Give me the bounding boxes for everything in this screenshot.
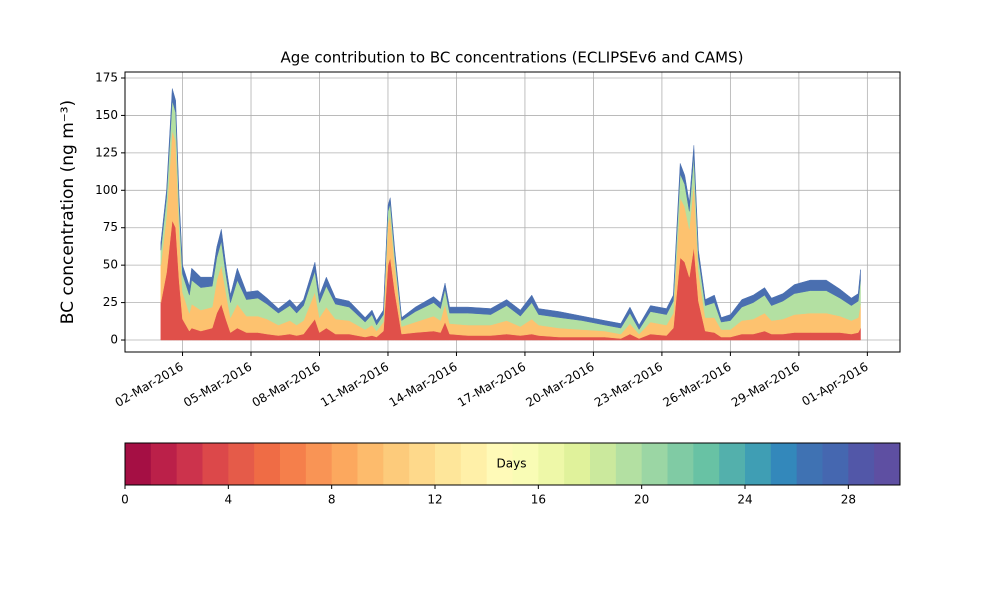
colorbar-tick-label: 8 — [328, 493, 336, 507]
colorbar-cell — [667, 443, 694, 485]
y-tick-label: 25 — [103, 295, 118, 309]
colorbar-cell — [228, 443, 255, 485]
colorbar-tick-label: 28 — [841, 493, 856, 507]
colorbar-cell — [202, 443, 229, 485]
colorbar-cell — [460, 443, 488, 485]
y-tick-label: 150 — [95, 108, 118, 122]
y-tick-label: 50 — [103, 258, 118, 272]
colorbar-cell — [848, 443, 875, 485]
colorbar-tick-label: 24 — [737, 493, 752, 507]
x-tick-label: 11-Mar-2016 — [318, 360, 391, 410]
x-tick-label: 08-Mar-2016 — [250, 360, 323, 410]
colorbar-cell — [538, 443, 565, 485]
y-axis-label: BC concentration (ng m⁻³) — [58, 100, 78, 324]
colorbar-tick-label: 16 — [531, 493, 546, 507]
colorbar-tick-label: 4 — [225, 493, 233, 507]
colorbar-cell — [176, 443, 203, 485]
colorbar-cell — [615, 443, 643, 485]
area-layer — [160, 88, 861, 331]
colorbar-cell — [280, 443, 307, 485]
colorbar-cell — [641, 443, 668, 485]
x-tick-label: 23-Mar-2016 — [592, 360, 665, 410]
colorbar-cell — [331, 443, 358, 485]
x-tick-label: 17-Mar-2016 — [455, 360, 528, 410]
colorbar-cell — [874, 443, 901, 485]
y-tick-label: 75 — [103, 220, 118, 234]
y-tick-label: 100 — [95, 183, 118, 197]
colorbar-cell — [409, 443, 436, 485]
colorbar-cell — [435, 443, 462, 485]
colorbar-cell — [125, 443, 152, 485]
colorbar-cell — [486, 443, 513, 485]
x-tick-label: 26-Mar-2016 — [661, 360, 734, 410]
colorbar-cell — [254, 443, 281, 485]
x-tick-label: 01-Apr-2016 — [799, 360, 870, 409]
y-tick-label: 125 — [95, 145, 118, 159]
colorbar-cell — [770, 443, 798, 485]
x-tick-label: 14-Mar-2016 — [387, 360, 460, 410]
x-tick-label: 02-Mar-2016 — [113, 360, 186, 410]
colorbar-cell — [590, 443, 617, 485]
colorbar-cell — [150, 443, 178, 485]
colorbar-frame — [124, 442, 901, 486]
colorbar-tick-label: 12 — [427, 493, 442, 507]
x-tick-label: 05-Mar-2016 — [181, 360, 254, 410]
colorbar-cell — [383, 443, 410, 485]
colorbar-cell — [693, 443, 720, 485]
y-tick-label: 175 — [95, 70, 118, 84]
colorbar-tick-label: 20 — [634, 493, 649, 507]
colorbar-cell — [745, 443, 772, 485]
colorbar-cell — [719, 443, 746, 485]
colorbar-cell — [796, 443, 823, 485]
chart-title: Age contribution to BC concentrations (E… — [281, 49, 744, 67]
plot-frame — [124, 71, 901, 353]
x-tick-label: 29-Mar-2016 — [729, 360, 802, 410]
colorbar-cell — [357, 443, 384, 485]
colorbar-cell — [512, 443, 539, 485]
colorbar-cell — [564, 443, 591, 485]
colorbar-cell — [822, 443, 849, 485]
x-tick-label: 20-Mar-2016 — [524, 360, 597, 410]
colorbar-cell — [305, 443, 333, 485]
colorbar-tick-label: 0 — [121, 493, 129, 507]
colorbar-label: Days — [497, 457, 527, 471]
y-tick-label: 0 — [110, 333, 118, 347]
